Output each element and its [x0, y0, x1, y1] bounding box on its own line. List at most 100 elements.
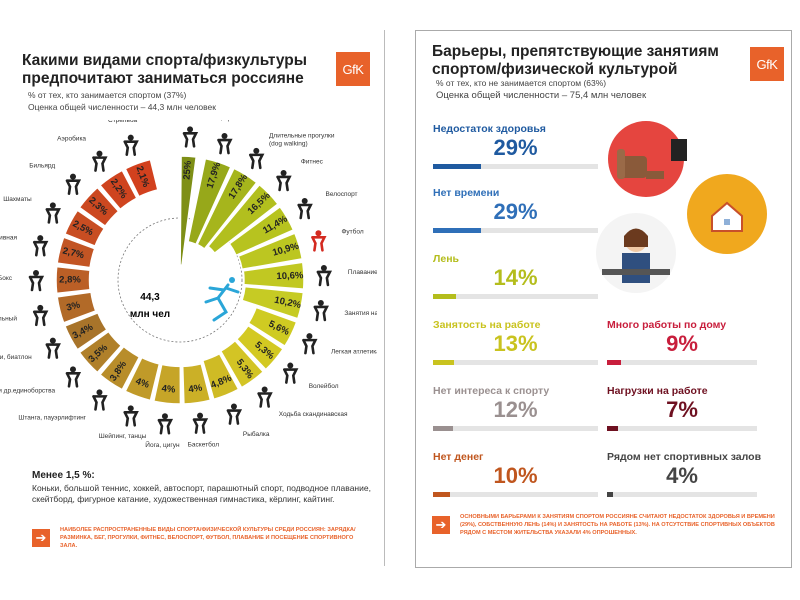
barrier-bar-track: [433, 360, 598, 365]
barrier-percent: 4%: [666, 463, 698, 488]
sport-category-label: Бег, пробежки: [211, 120, 253, 122]
barrier-label: Нет интереса к спорту: [433, 385, 550, 397]
radial-bar: [63, 311, 108, 351]
sport-pictogram-icon: [283, 362, 299, 384]
sport-pictogram-icon: [276, 169, 292, 192]
arrow-right-icon: ➔: [32, 529, 50, 547]
sport-category-label: Гимнастика спортивная: [0, 234, 17, 241]
sport-pictogram-icon: [123, 405, 139, 427]
radial-bar: [179, 155, 198, 266]
sport-pictogram-icon: [123, 134, 139, 156]
barrier-item: Лень 14%: [433, 253, 598, 299]
barrier-label: Нагрузки на работе: [607, 385, 708, 397]
sport-pictogram-icon: [45, 202, 61, 224]
center-value: 44,3: [140, 292, 160, 303]
barrier-bar-fill: [433, 426, 453, 431]
barrier-bar-track: [433, 294, 598, 299]
barrier-percent: 13%: [493, 331, 538, 356]
barrier-bar-fill: [607, 426, 618, 431]
gfk-logo: GfK: [336, 52, 370, 86]
radial-bar: [207, 183, 280, 255]
sport-category-label: Плавание: [348, 269, 377, 276]
sport-category-label: Занятия на тренажерах: [344, 310, 377, 317]
radial-bar: [228, 205, 295, 257]
sport-pictogram-icon: [302, 333, 318, 355]
radial-bar-value-label: 25%: [182, 160, 194, 180]
sport-category-label: Длительные прогулки (dog walking): [269, 133, 336, 148]
radial-bar: [201, 352, 240, 401]
sport-category-label: Теннис настольный: [0, 315, 17, 323]
left-callout-text: Наиболее распространенные виды спорта/фи…: [60, 527, 356, 549]
barrier-percent: 10%: [493, 463, 538, 488]
radial-bar: [241, 285, 305, 320]
couch-tv-illustration: [608, 121, 687, 197]
radial-bar: [181, 362, 212, 405]
barrier-bar-track: [607, 360, 757, 365]
runner-icon: [204, 277, 240, 322]
sport-pictogram-icon: [257, 386, 273, 408]
barrier-bar-track: [607, 426, 757, 431]
right-slide: Барьеры, препятствующие занятиям спортом…: [415, 30, 792, 568]
barrier-item: Нет времени 29%: [433, 187, 598, 233]
sport-pictogram-icon: [28, 270, 45, 292]
sport-category-label: Рыбалка: [243, 430, 270, 438]
center-dashed-circle: [117, 217, 243, 343]
barrier-percent: 14%: [493, 265, 538, 290]
sport-pictogram-icon: [226, 403, 243, 425]
radial-bar: [56, 236, 96, 269]
illustrations: [596, 121, 767, 293]
barrier-label: Нет времени: [433, 187, 500, 199]
barrier-bar-track: [433, 426, 598, 431]
barrier-item: Недостаток здоровья 29%: [433, 123, 598, 169]
sport-category-label: Лыжи, биатлон: [0, 353, 32, 361]
barrier-percent: 7%: [666, 397, 698, 422]
barrier-label: Недостаток здоровья: [433, 123, 546, 135]
left-title: Какими видами спорта/физкультуры предпоч…: [22, 52, 307, 88]
barrier-item: Нет интереса к спорту 12%: [433, 385, 598, 431]
radial-bar: [219, 339, 265, 389]
barrier-bar-fill: [433, 294, 457, 299]
radial-bar-value-label: 4%: [188, 382, 204, 395]
sport-category-label: Йога, цигун: [145, 440, 180, 449]
barrier-bar-track: [433, 492, 598, 497]
right-title-line1: Барьеры, препятствующие занятиям: [432, 43, 719, 60]
radial-bar: [237, 232, 304, 271]
barrier-item: Нагрузки на работе 7%: [607, 385, 757, 431]
arrow-right-icon: ➔: [432, 516, 450, 534]
barrier-percent: 9%: [666, 331, 698, 356]
right-title-line2: спортом/физической культурой: [432, 61, 678, 78]
busy-woman-illustration: [596, 213, 676, 293]
right-title: Барьеры, препятствующие занятиям спортом…: [432, 43, 719, 79]
sport-pictogram-icon: [313, 299, 329, 322]
sport-category-label: Шахматы: [3, 196, 32, 203]
sport-category-label: Бокс: [0, 275, 13, 282]
radial-bar: [247, 306, 298, 348]
barrier-bar-fill: [607, 492, 613, 497]
radial-bar: [55, 265, 91, 295]
barrier-bar-track: [433, 228, 598, 233]
sport-category-label: Штанга, пауэрлифтинг: [18, 414, 86, 421]
sport-category-label: Волейбол: [309, 382, 339, 390]
sport-pictogram-icon: [217, 133, 233, 155]
sport-pictogram-icon: [32, 304, 49, 327]
barrier-item: Занятость на работе 13%: [433, 319, 598, 365]
barrier-bar-fill: [607, 360, 621, 365]
right-subtitle: % от тех, кто не занимается спортом (63%…: [436, 78, 607, 88]
sport-category-label: Шейпинг, танцы: [99, 432, 147, 440]
home-people-illustration: [687, 174, 767, 254]
sport-pictogram-icon: [65, 173, 82, 195]
right-estimate: Оценка общей численности – 75,4 млн чело…: [436, 90, 647, 101]
radial-bar: [124, 356, 161, 402]
left-title-line1: Какими видами спорта/физкультуры: [22, 52, 307, 69]
barrier-percent: 12%: [493, 397, 538, 422]
right-callout-text: Основными барьерами к занятиям спортом р…: [460, 514, 775, 536]
gfk-logo: GfK: [750, 47, 784, 81]
radial-bar: [98, 345, 141, 391]
radial-bar-value-label: 2,8%: [59, 275, 81, 286]
sport-category-label: Ходьба скандинавская: [279, 410, 348, 418]
sport-category-label: Легкая атлетика: [331, 349, 377, 356]
sport-pictogram-icon: [45, 337, 61, 359]
radial-bar: [78, 186, 120, 228]
less-than-title: Менее 1,5 %:: [32, 470, 95, 481]
barrier-item: Нет денег 10%: [433, 451, 598, 497]
